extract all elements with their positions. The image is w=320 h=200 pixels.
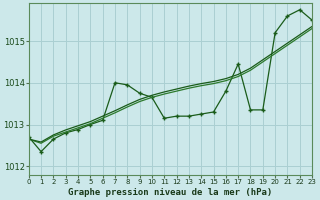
X-axis label: Graphe pression niveau de la mer (hPa): Graphe pression niveau de la mer (hPa): [68, 188, 273, 197]
